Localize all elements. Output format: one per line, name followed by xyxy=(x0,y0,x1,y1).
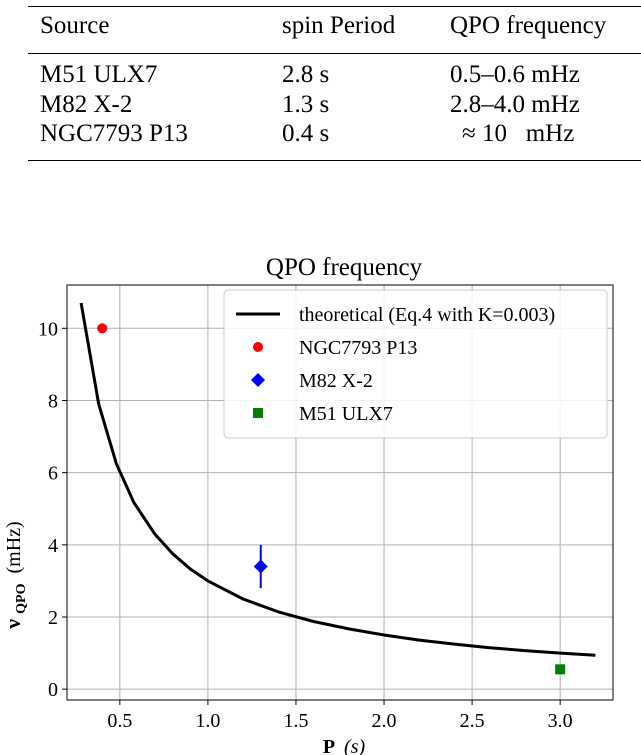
x-axis-label-main: P xyxy=(323,736,335,755)
y-tick-label: 6 xyxy=(48,463,58,485)
axis-ticks: 0.5 1.0 1.5 2.0 2.5 3.0 0 2 4 6 8 10 xyxy=(38,318,573,732)
plot-frame xyxy=(66,284,614,701)
table-cell-period: 0.4 s xyxy=(282,120,330,147)
legend: theoretical (Eq.4 with K=0.003) NGC7793 P… xyxy=(223,289,608,439)
table-bottom-rule xyxy=(28,160,641,162)
table-cell-source: NGC7793 P13 xyxy=(40,120,188,147)
table-cell-source: M82 X-2 xyxy=(40,91,133,118)
qpo-frequency-chart: QPO frequency 0.5 1.0 1.5 2.0 2.5 3.00246810 … xyxy=(0,254,614,755)
legend-ngc7793-p13-marker xyxy=(253,342,263,352)
x-tick-label: 2.5 xyxy=(460,710,485,732)
x-axis-label: P (s) xyxy=(323,736,366,755)
legend-m82-x-2-marker xyxy=(251,373,265,387)
y-tick-label: 8 xyxy=(48,390,58,412)
x-tick-label: 1.5 xyxy=(283,710,308,732)
x-tick-label: 3.0 xyxy=(548,710,573,732)
y-tick-label: 2 xyxy=(48,607,58,629)
table-header-source: Source xyxy=(40,12,110,39)
y-axis-label-main: ν xyxy=(0,619,25,630)
grid xyxy=(67,285,613,700)
table-top-rule xyxy=(28,6,641,8)
legend-m51-ulx7-marker xyxy=(253,408,263,418)
y-tick-label: 10 xyxy=(38,318,58,340)
m51-ulx7-marker xyxy=(555,664,566,675)
legend-label-ngc7793-p13: NGC7793 P13 xyxy=(299,337,417,359)
x-tick-label: 0.5 xyxy=(107,710,132,732)
legend-label-theoretical-eq-4-with-k-0-003: theoretical (Eq.4 with K=0.003) xyxy=(299,304,555,326)
legend-label-m82-x-2: M82 X-2 xyxy=(299,370,373,392)
table-cell-qpo: 2.8–4.0 mHz xyxy=(450,91,580,118)
legend-label-m51-ulx7: M51 ULX7 xyxy=(299,403,393,425)
x-tick-label: 1.0 xyxy=(195,710,220,732)
table-cell-source: M51 ULX7 xyxy=(40,61,158,88)
y-axis-label-unit: (mHz) xyxy=(3,521,25,573)
table-cell-period: 2.8 s xyxy=(282,61,330,88)
y-tick-label: 0 xyxy=(48,679,58,701)
legend-box xyxy=(223,289,608,439)
y-axis-label: ν QPO (mHz) xyxy=(0,521,30,629)
ngc7793-p13-marker xyxy=(97,323,108,334)
table-header-qpo-frequency: QPO frequency xyxy=(450,12,607,39)
table-header-rule xyxy=(28,53,641,54)
chart-title: QPO frequency xyxy=(266,254,423,281)
theoretical-curve xyxy=(79,302,596,657)
table-cell-qpo: 0.5–0.6 mHz xyxy=(450,61,580,88)
m82-x-2-marker xyxy=(253,559,268,574)
table-cell-qpo: ≈ 10 mHz xyxy=(462,120,575,147)
y-tick-label: 4 xyxy=(48,535,58,557)
table-header-spin-period: spin Period xyxy=(282,12,396,39)
y-axis-label-sub: QPO xyxy=(14,583,29,613)
table-cell-period: 1.3 s xyxy=(282,91,330,118)
plot-area xyxy=(79,302,596,675)
x-tick-label: 2.0 xyxy=(372,710,397,732)
x-axis-label-var: (s) xyxy=(344,736,365,755)
